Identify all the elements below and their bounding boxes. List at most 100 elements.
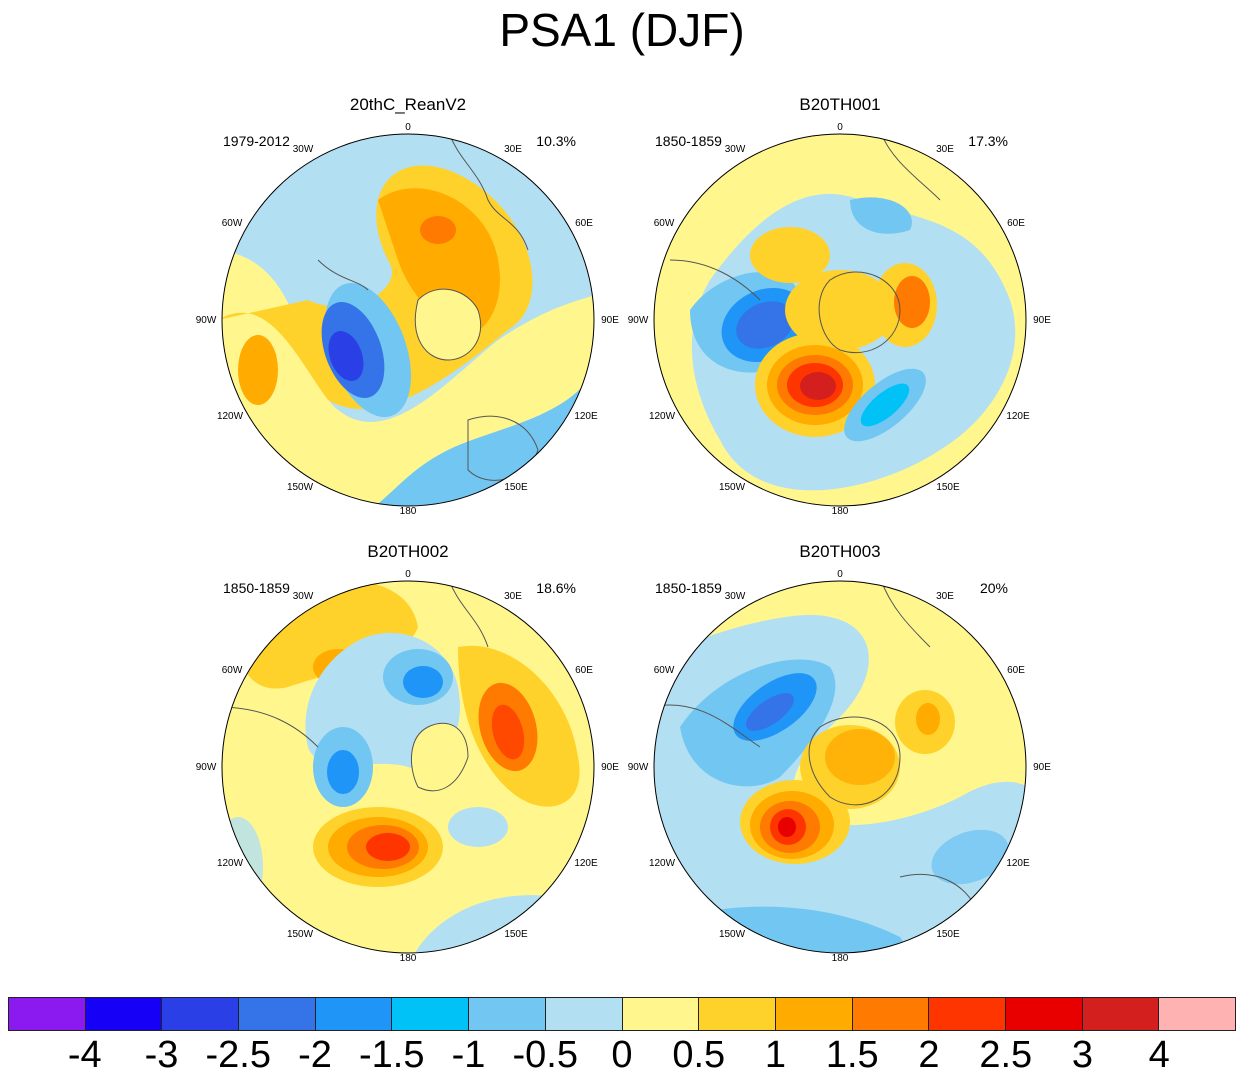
- lon-label: 120W: [217, 858, 244, 869]
- lon-label: 150W: [287, 929, 314, 940]
- lon-label: 120W: [217, 411, 244, 422]
- colorbar-swatch: [1005, 998, 1083, 1030]
- lon-label: 90E: [601, 762, 619, 773]
- lon-label: 150E: [936, 482, 960, 493]
- colorbar-swatch: [1159, 998, 1235, 1030]
- colorbar-swatch: [9, 998, 86, 1030]
- longitude-labels: 0 30E 60E 90E 120E 150E 180 150W 120W 90…: [196, 569, 620, 964]
- panel-title: 20thC_ReanV2: [349, 95, 467, 114]
- panel-years: 1850-1859: [223, 580, 290, 596]
- lon-label: 90W: [628, 315, 649, 326]
- panel-title: B20TH002: [367, 542, 449, 561]
- colorbar-swatch: [162, 998, 240, 1030]
- lon-label: 0: [405, 569, 411, 580]
- panel-years: 1850-1859: [655, 580, 722, 596]
- lon-label: 120E: [1006, 858, 1030, 869]
- colorbar-swatch: [699, 998, 776, 1030]
- colorbar-swatch: [929, 998, 1006, 1030]
- lon-label: 60W: [222, 665, 243, 676]
- lon-label: 60E: [1007, 665, 1025, 676]
- polar-map: 0 30E 60E 90E 120E 150E 180 150W 120W 90…: [196, 569, 620, 964]
- colorbar-label: -1.5: [359, 1034, 425, 1076]
- colorbar-label: 0.5: [672, 1034, 726, 1076]
- panel-variance: 10.3%: [536, 133, 576, 149]
- colorbar-label: 2.5: [979, 1034, 1033, 1076]
- panel-variance: 20%: [979, 580, 1008, 596]
- lon-label: 60E: [575, 218, 593, 229]
- longitude-labels: 0 30E 60E 90E 120E 150E 180 150W 120W 90…: [628, 569, 1052, 964]
- polar-map: 0 30E 60E 90E 120E 150E 180 150W 120W 90…: [196, 122, 620, 517]
- polar-map: 0 30E 60E 90E 120E 150E 180 150W 120W 90…: [628, 122, 1052, 517]
- colorbar-label: -4: [67, 1034, 102, 1076]
- lon-label: 180: [832, 506, 849, 517]
- panel-variance: 17.3%: [968, 133, 1008, 149]
- colorbar-swatch: [239, 998, 316, 1030]
- colorbar-label: 2: [918, 1034, 940, 1076]
- lon-label: 0: [837, 569, 843, 580]
- lon-label: 120E: [1006, 411, 1030, 422]
- lon-label: 90E: [1033, 762, 1051, 773]
- colorbar-label: 1.5: [825, 1034, 879, 1076]
- panel-years: 1850-1859: [655, 133, 722, 149]
- colorbar-swatch: [775, 998, 853, 1030]
- lon-label: 150E: [504, 929, 528, 940]
- lon-label: 30E: [504, 591, 522, 602]
- lon-label: 90E: [1033, 315, 1051, 326]
- lon-label: 0: [837, 122, 843, 133]
- lon-label: 120E: [574, 858, 598, 869]
- colorbar-swatch: [315, 998, 393, 1030]
- colorbar-label: -3: [144, 1034, 179, 1076]
- colorbar-label: 4: [1148, 1034, 1170, 1076]
- polar-map: 0 30E 60E 90E 120E 150E 180 150W 120W 90…: [628, 569, 1052, 964]
- lon-label: 120W: [649, 858, 676, 869]
- panel-title: B20TH001: [799, 95, 881, 114]
- panel-years: 1979-2012: [223, 133, 290, 149]
- lon-label: 30W: [293, 591, 314, 602]
- lon-label: 60E: [575, 665, 593, 676]
- colorbar-labels: -4 -3 -2.5 -2 -1.5 -1 -0.5 0 0.5 1 1.5 2 2.5 3 4: [8, 1034, 1236, 1078]
- lon-label: 60E: [1007, 218, 1025, 229]
- panel-title: B20TH003: [799, 542, 881, 561]
- lon-label: 60W: [654, 665, 675, 676]
- lon-label: 30W: [725, 144, 746, 155]
- lon-label: 150W: [287, 482, 314, 493]
- lon-label: 180: [832, 953, 849, 964]
- colorbar-swatch: [469, 998, 546, 1030]
- colorbar-label: -1: [451, 1034, 486, 1076]
- panel-variance: 18.6%: [536, 580, 576, 596]
- lon-label: 180: [400, 506, 417, 517]
- lon-label: 120E: [574, 411, 598, 422]
- lon-label: 30W: [293, 144, 314, 155]
- map-panel-20thc-reanv2: 20thC_ReanV2 1979-2012 10.3% 0 30E 60E 9…: [196, 95, 620, 525]
- lon-label: 0: [405, 122, 411, 133]
- colorbar-swatch: [1082, 998, 1160, 1030]
- colorbar: [8, 997, 1236, 1031]
- lon-label: 90W: [196, 315, 217, 326]
- lon-label: 60W: [654, 218, 675, 229]
- lon-label: 150E: [504, 482, 528, 493]
- map-panel-b20th002: B20TH002 1850-1859 18.6%: [196, 542, 620, 972]
- lon-label: 30E: [504, 144, 522, 155]
- lon-label: 30E: [936, 144, 954, 155]
- colorbar-label: -2.5: [205, 1034, 271, 1076]
- lon-label: 60W: [222, 218, 243, 229]
- colorbar-swatch: [852, 998, 930, 1030]
- colorbar-swatch: [545, 998, 623, 1030]
- longitude-labels: 0 30E 60E 90E 120E 150E 180 150W 120W 90…: [628, 122, 1052, 517]
- colorbar-swatch: [85, 998, 163, 1030]
- lon-label: 120W: [649, 411, 676, 422]
- lon-label: 150W: [719, 482, 746, 493]
- lon-label: 30W: [725, 591, 746, 602]
- lon-label: 90W: [628, 762, 649, 773]
- figure-title: PSA1 (DJF): [499, 4, 745, 56]
- lon-label: 150E: [936, 929, 960, 940]
- lon-label: 90E: [601, 315, 619, 326]
- colorbar-label: 1: [764, 1034, 787, 1076]
- lon-label: 150W: [719, 929, 746, 940]
- lon-label: 180: [400, 953, 417, 964]
- colorbar-label: 0: [611, 1034, 633, 1076]
- colorbar-label: 3: [1071, 1034, 1094, 1076]
- colorbar-swatch: [392, 998, 470, 1030]
- map-panel-b20th001: B20TH001 1850-1859 17.3%: [628, 95, 1052, 525]
- lon-label: 30E: [936, 591, 954, 602]
